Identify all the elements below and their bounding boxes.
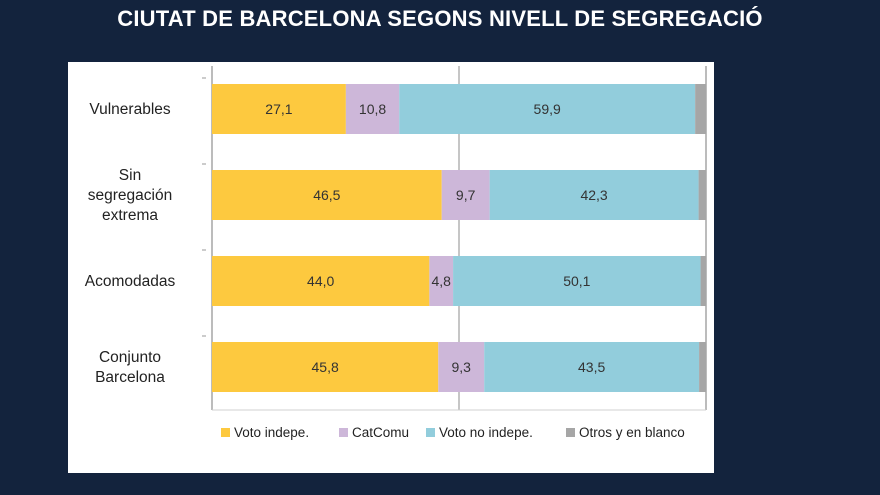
bar-segment	[212, 256, 430, 306]
bar-segment	[429, 256, 454, 306]
category-label: Conjunto Barcelona	[95, 349, 165, 386]
data-label: 27,1	[265, 101, 292, 117]
bar-segment	[489, 170, 699, 220]
data-label: 42,3	[580, 187, 607, 203]
bar-segment	[212, 342, 439, 392]
data-label: 44,0	[307, 273, 334, 289]
category-label: Acomodadas	[85, 273, 176, 290]
data-label: 10,8	[359, 101, 386, 117]
data-label: 59,9	[534, 101, 561, 117]
data-label: 43,5	[578, 359, 605, 375]
category-label: Vulnerables	[89, 101, 171, 118]
category-label: Sin segregación extrema	[88, 167, 172, 224]
bar-segment	[212, 84, 346, 134]
data-label: 46,5	[313, 187, 340, 203]
bar-segment	[699, 342, 706, 392]
data-label: 9,3	[451, 359, 471, 375]
bar-segment	[438, 342, 485, 392]
bar-segment	[695, 84, 706, 134]
legend-label: Otros y en blanco	[579, 425, 685, 440]
legend-label: CatComu	[352, 425, 409, 440]
data-label: 4,8	[431, 273, 451, 289]
bar-segment	[453, 256, 701, 306]
legend-swatch	[339, 428, 348, 437]
bar-segment	[399, 84, 696, 134]
bar-segment	[484, 342, 700, 392]
legend-swatch	[221, 428, 230, 437]
bar-segment	[212, 170, 442, 220]
slide-title: CIUTAT DE BARCELONA SEGONS NIVELL DE SEG…	[117, 6, 763, 31]
chart-panel: Vulnerables 27,1 10,8 59,9 Sin segregación ext…	[68, 62, 714, 473]
bar-segment	[345, 84, 400, 134]
legend-swatch	[566, 428, 575, 437]
legend-swatch	[426, 428, 435, 437]
bar-segment	[698, 170, 706, 220]
data-label: 9,7	[456, 187, 476, 203]
bar-segment	[700, 256, 706, 306]
legend-label: Voto indepe.	[234, 425, 309, 440]
stacked-bar-chart: Vulnerables 27,1 10,8 59,9 Sin segregación ext…	[85, 66, 707, 440]
legend-label: Voto no indepe.	[439, 425, 533, 440]
data-label: 50,1	[563, 273, 590, 289]
data-label: 45,8	[312, 359, 339, 375]
bar-segment	[441, 170, 490, 220]
